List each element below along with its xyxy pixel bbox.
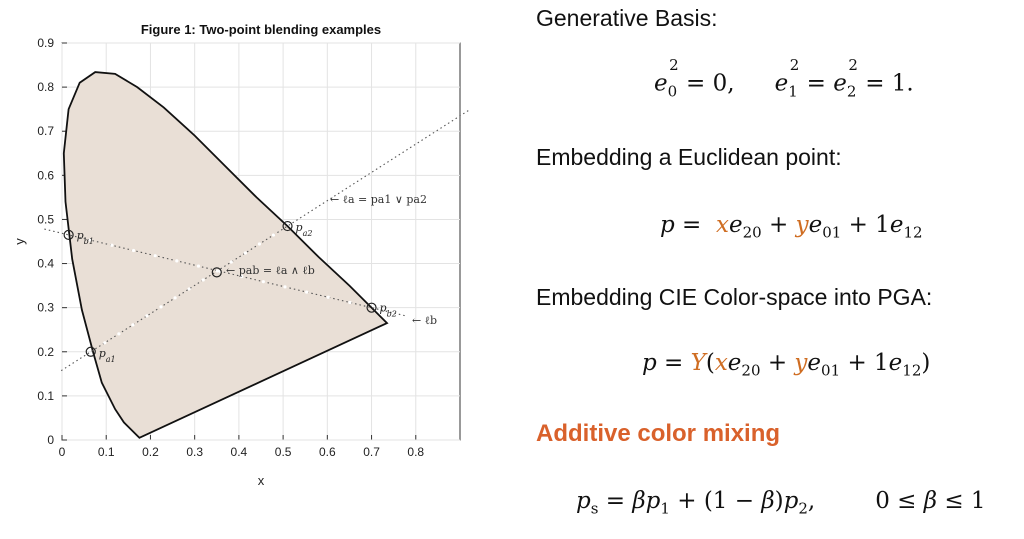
point-marker-pb2 xyxy=(366,302,377,313)
blend-dot-a xyxy=(117,332,121,336)
chart: Figure 1: Two-point blending examples 0 0.… xyxy=(12,22,470,488)
x-axis-label: x xyxy=(258,473,265,488)
blend-dot-b xyxy=(326,295,330,299)
y-tick-label: 0 xyxy=(47,433,54,447)
y-axis-label: y xyxy=(12,238,27,245)
x-tick-label: 0.7 xyxy=(363,445,380,459)
embedding-point-heading: Embedding a Euclidean point: xyxy=(536,144,842,170)
blend-dot-b xyxy=(131,248,136,253)
blend-dot-b xyxy=(175,259,179,263)
blend-dot-b xyxy=(261,280,265,284)
y-tick-label: 0.6 xyxy=(37,168,54,182)
blend-dot-a xyxy=(257,242,262,246)
point-marker-pa1 xyxy=(85,346,96,357)
x-tick-label: 0.4 xyxy=(231,445,248,459)
y-tick-label: 0.7 xyxy=(37,124,54,138)
blend-dot-a xyxy=(131,323,135,327)
text-panel: Generative Basis: e02 = 0, e12 = e22 = 1.… xyxy=(536,0,1024,539)
x-tick-label: 0.8 xyxy=(407,445,424,459)
blend-dot-b xyxy=(110,243,114,247)
blend-dot-a xyxy=(271,233,276,237)
y-tick-label: 0.9 xyxy=(37,36,54,50)
point-marker-pb1 xyxy=(63,229,74,240)
line-lb xyxy=(44,228,406,317)
x-tick-label: 0.6 xyxy=(319,445,336,459)
additive-mixing-heading: Additive color mixing xyxy=(536,420,781,447)
y-tick-label: 0.1 xyxy=(37,389,54,403)
blend-dot-a xyxy=(103,341,107,345)
blend-dot-a xyxy=(229,260,233,264)
x-tick-label: 0.5 xyxy=(275,445,292,459)
generative-basis-equation: e02 = 0, e12 = e22 = 1. xyxy=(654,56,914,101)
additive-mixing-equation: ps = βp1 + (1 − β)p2, 0 ≤ β ≤ 1 xyxy=(576,488,986,518)
blend-dot-a xyxy=(215,269,219,273)
blend-dot-a xyxy=(145,314,149,318)
point-marker-pa2 xyxy=(282,220,293,232)
generative-basis-heading: Generative Basis: xyxy=(536,5,718,31)
annotation-lb: ← ℓb xyxy=(412,314,437,327)
gamut-base xyxy=(63,72,388,438)
x-tick-label: 0.1 xyxy=(98,445,115,459)
x-tick-label: 0.2 xyxy=(142,445,159,459)
y-tick-label: 0.8 xyxy=(37,80,54,94)
blend-dot-a xyxy=(159,305,163,309)
embedding-point-equation: p = xe20 + ye01 + 1e12 xyxy=(660,212,923,242)
x-tick-label: 0 xyxy=(59,445,66,459)
y-tick-label: 0.2 xyxy=(37,345,54,359)
y-tick-label: 0.3 xyxy=(37,301,54,315)
annotation-pab: ← pab = ℓa ∧ ℓb xyxy=(226,264,315,277)
embedding-cie-heading: Embedding CIE Color-space into PGA: xyxy=(536,284,933,310)
blend-dot-b xyxy=(305,290,309,294)
y-tick-label: 0.5 xyxy=(37,212,54,226)
blend-dot-b xyxy=(348,300,352,305)
blend-dot-a xyxy=(243,251,247,255)
blend-dot-a xyxy=(201,278,205,282)
y-tick-label: 0.4 xyxy=(37,257,54,271)
point-marker-pab xyxy=(211,267,222,278)
gamut-boundary xyxy=(62,71,389,439)
annotation-la: ← ℓa = pa1 ∨ pa2 xyxy=(330,193,427,206)
cie-chromaticity-figure: Figure 1: Two-point blending examples 0 0.… xyxy=(0,0,470,539)
blend-dot-b xyxy=(283,285,287,289)
blend-dot-a xyxy=(187,287,191,291)
blend-dot-b xyxy=(153,254,157,258)
chart-title: Figure 1: Two-point blending examples xyxy=(141,22,381,37)
embedding-cie-equation: p = Y(xe20 + ye01 + 1e12) xyxy=(642,350,931,380)
blend-dot-b xyxy=(196,264,201,268)
line-la xyxy=(60,108,470,372)
x-tick-label: 0.3 xyxy=(186,445,203,459)
blend-dot-b xyxy=(240,274,244,279)
blend-dot-a xyxy=(173,296,177,300)
blend-dot-b xyxy=(88,238,92,242)
